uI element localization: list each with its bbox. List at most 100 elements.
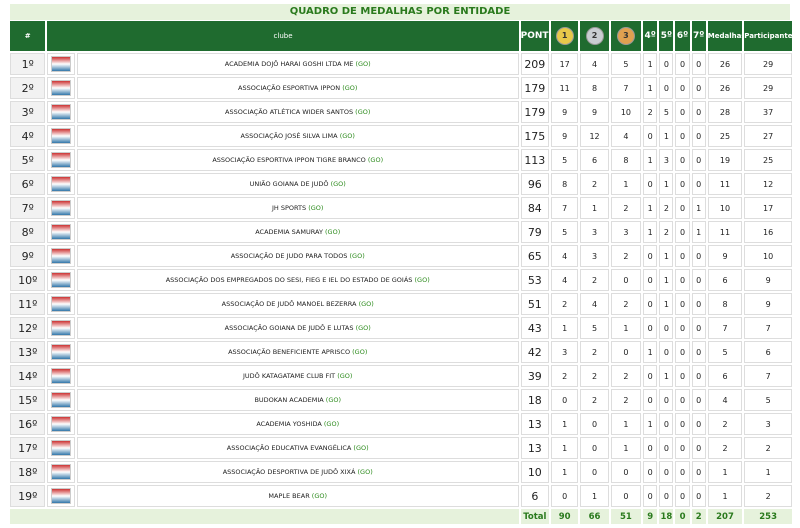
count: 8 — [707, 293, 743, 315]
count: 0 — [691, 293, 706, 315]
rank: 6º — [10, 173, 46, 195]
club-cell: JH SPORTS (GO) — [76, 197, 519, 219]
club-state: (GO) — [355, 60, 371, 68]
count: 0 — [691, 53, 706, 75]
rank: 18º — [10, 461, 46, 483]
club-name: MAPLE BEAR — [268, 492, 310, 500]
club-logo — [51, 296, 72, 312]
count: 0 — [691, 101, 706, 123]
club-logo — [51, 248, 72, 264]
count: 7 — [551, 197, 579, 219]
count: 0 — [675, 77, 690, 99]
count: 0 — [675, 101, 690, 123]
count: 0 — [691, 77, 706, 99]
rank: 19º — [10, 485, 46, 507]
count: 0 — [675, 53, 690, 75]
count: 0 — [580, 413, 609, 435]
count: 8 — [551, 173, 579, 195]
count: 0 — [659, 389, 674, 411]
club-cell: ASSOCIAÇÃO GOIANA DE JUDÔ E LUTAS (GO) — [76, 317, 519, 339]
count: 3 — [580, 245, 609, 267]
count: 9 — [551, 101, 579, 123]
club-logo — [51, 80, 72, 96]
club-name: ASSOCIAÇÃO GOIANA DE JUDÔ E LUTAS — [224, 324, 354, 332]
logo-cell — [47, 173, 75, 195]
table-row: 2º ASSOCIAÇÃO ESPORTIVA IPPON (GO) 179 11 8 7… — [10, 77, 792, 99]
count: 0 — [691, 389, 706, 411]
count: 2 — [744, 485, 792, 507]
count: 4 — [580, 293, 609, 315]
count: 2 — [610, 389, 642, 411]
count: 1 — [643, 149, 658, 171]
count: 7 — [744, 317, 792, 339]
count: 1 — [659, 245, 674, 267]
count: 4 — [551, 245, 579, 267]
count: 7 — [744, 365, 792, 387]
club-name: ASSOCIAÇÃO BENEFICIENTE APRISCO — [228, 348, 351, 356]
club-name: ASSOCIAÇÃO ESPORTIVA IPPON — [238, 84, 341, 92]
count: 0 — [643, 245, 658, 267]
count: 29 — [744, 53, 792, 75]
count: 5 — [580, 317, 609, 339]
count: 26 — [707, 53, 743, 75]
header-medal: 1 — [551, 21, 579, 51]
count: 0 — [675, 461, 690, 483]
count: 0 — [691, 341, 706, 363]
count: 1 — [659, 173, 674, 195]
count: 9 — [580, 101, 609, 123]
count: 1 — [643, 77, 658, 99]
count: 2 — [580, 269, 609, 291]
rank: 10º — [10, 269, 46, 291]
count: 2 — [707, 413, 743, 435]
club-state: (GO) — [355, 108, 371, 116]
table-row: 4º ASSOCIAÇÃO JOSÉ SILVA LIMA (GO) 175 9 12 4… — [10, 125, 792, 147]
count: 5 — [551, 149, 579, 171]
club-logo — [51, 464, 72, 480]
points: 10 — [520, 461, 549, 483]
logo-cell — [47, 437, 75, 459]
club-cell: ASSOCIAÇÃO DE JUDO PARA TODOS (GO) — [76, 245, 519, 267]
count: 0 — [643, 269, 658, 291]
count: 0 — [643, 485, 658, 507]
count: 0 — [691, 317, 706, 339]
count: 10 — [707, 197, 743, 219]
count: 0 — [675, 269, 690, 291]
points: 65 — [520, 245, 549, 267]
count: 9 — [551, 125, 579, 147]
total-value: 253 — [744, 509, 792, 524]
count: 0 — [675, 317, 690, 339]
club-logo — [51, 320, 72, 336]
club-name: ASSOCIAÇÃO DE JUDO PARA TODOS — [230, 252, 348, 260]
club-cell: JUDÔ KATAGATAME CLUB FIT (GO) — [76, 365, 519, 387]
count: 11 — [707, 221, 743, 243]
count: 1 — [659, 365, 674, 387]
club-name: BUDOKAN ACADEMIA — [254, 396, 324, 404]
count: 1 — [659, 125, 674, 147]
logo-cell — [47, 317, 75, 339]
rank: 7º — [10, 197, 46, 219]
club-name: ACADEMIA YOSHIDA — [256, 420, 322, 428]
count: 9 — [707, 245, 743, 267]
count: 3 — [744, 413, 792, 435]
total-row: Total 90 66 51 9 18 0 2 207 253 — [10, 509, 792, 524]
club-state: (GO) — [358, 300, 374, 308]
header-medals: Medalhas — [707, 21, 743, 51]
club-name: ASSOCIAÇÃO JOSÉ SILVA LIMA — [240, 132, 338, 140]
medal-icon: 1 — [555, 27, 574, 45]
table-row: 10º ASSOCIAÇÃO DOS EMPREGADOS DO SESI, FI… — [10, 269, 792, 291]
count: 5 — [659, 101, 674, 123]
club-name: ASSOCIAÇÃO ESPORTIVA IPPON TIGRE BRANCO — [212, 156, 366, 164]
count: 26 — [707, 77, 743, 99]
header-place: 7º — [691, 21, 706, 51]
count: 2 — [643, 101, 658, 123]
count: 3 — [551, 341, 579, 363]
count: 0 — [675, 293, 690, 315]
logo-cell — [47, 77, 75, 99]
logo-cell — [47, 365, 75, 387]
count: 4 — [551, 269, 579, 291]
club-state: (GO) — [342, 84, 358, 92]
total-value: 207 — [707, 509, 743, 524]
count: 0 — [675, 365, 690, 387]
total-value: 90 — [551, 509, 579, 524]
count: 0 — [551, 389, 579, 411]
